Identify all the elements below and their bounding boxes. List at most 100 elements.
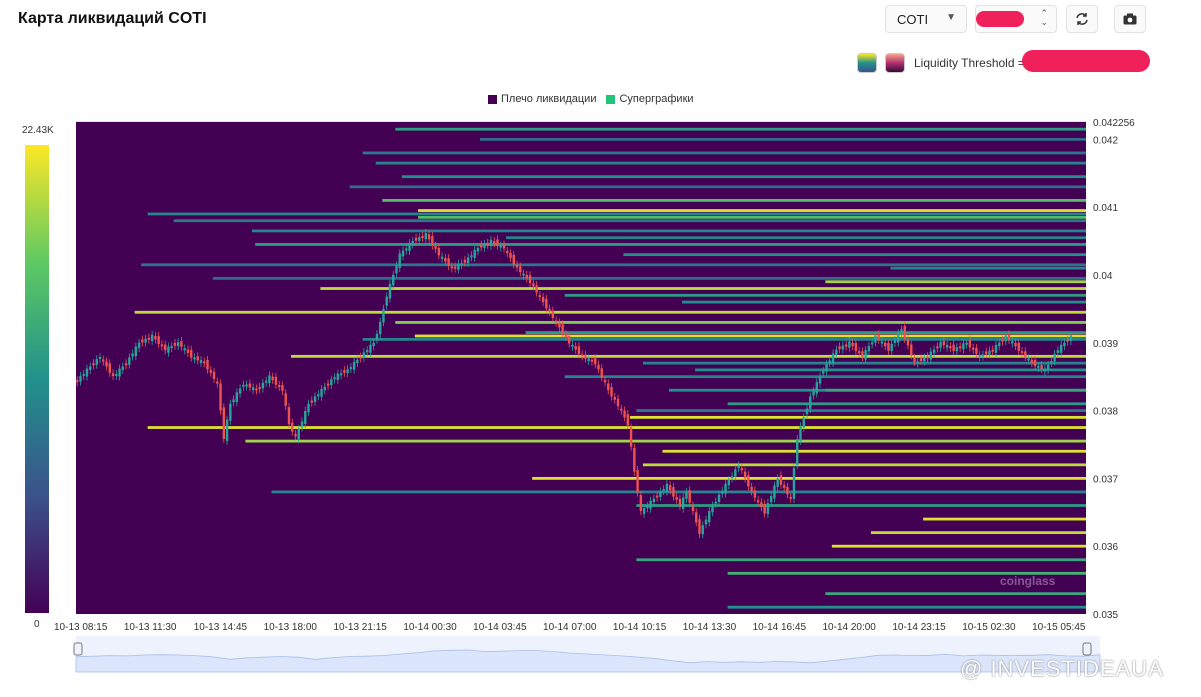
candle[interactable] — [910, 344, 913, 356]
candle[interactable] — [532, 283, 535, 287]
candle[interactable] — [470, 255, 473, 258]
candle[interactable] — [831, 353, 835, 363]
candle[interactable] — [418, 237, 421, 241]
liquidation-level-bar[interactable] — [564, 293, 1086, 297]
candle[interactable] — [1066, 339, 1069, 342]
candle[interactable] — [460, 263, 463, 266]
candle[interactable] — [118, 368, 121, 377]
candle[interactable] — [691, 505, 695, 512]
liquidation-level-bar[interactable] — [506, 236, 1086, 240]
candle[interactable] — [515, 264, 519, 268]
candle[interactable] — [952, 344, 955, 351]
candle[interactable] — [985, 351, 988, 355]
liquidation-level-bar[interactable] — [642, 463, 1086, 467]
candle[interactable] — [281, 385, 284, 391]
liquidation-level-bar[interactable] — [825, 592, 1086, 596]
candle[interactable] — [659, 491, 662, 497]
candle[interactable] — [1017, 342, 1020, 351]
candle[interactable] — [597, 364, 600, 370]
candle[interactable] — [701, 525, 704, 535]
candle[interactable] — [848, 341, 851, 348]
candle[interactable] — [1011, 341, 1014, 344]
candle[interactable] — [828, 360, 832, 364]
candle[interactable] — [851, 342, 854, 347]
candle[interactable] — [398, 253, 401, 268]
candle[interactable] — [352, 361, 356, 370]
liquidation-level-bar[interactable] — [525, 331, 1086, 335]
candle[interactable] — [688, 490, 691, 503]
candle[interactable] — [369, 344, 372, 353]
candle[interactable] — [268, 375, 271, 384]
candle[interactable] — [567, 336, 571, 344]
candle[interactable] — [232, 399, 235, 403]
candle[interactable] — [343, 370, 346, 373]
candle[interactable] — [525, 274, 529, 279]
candle[interactable] — [1046, 364, 1050, 370]
candle[interactable] — [939, 342, 942, 348]
liquidation-level-bar[interactable] — [414, 334, 1086, 338]
candle[interactable] — [437, 247, 441, 256]
candle[interactable] — [304, 410, 307, 424]
candle[interactable] — [541, 297, 545, 303]
candle[interactable] — [294, 434, 297, 437]
candle[interactable] — [333, 377, 336, 380]
candle[interactable] — [519, 266, 522, 273]
candle[interactable] — [900, 329, 903, 335]
candle[interactable] — [786, 486, 789, 495]
liquidation-level-bar[interactable] — [251, 229, 1086, 233]
candle[interactable] — [489, 239, 493, 246]
candle[interactable] — [196, 356, 199, 361]
candle[interactable] — [874, 335, 877, 343]
candle[interactable] — [1043, 368, 1047, 372]
candle[interactable] — [434, 246, 437, 249]
candle[interactable] — [721, 490, 724, 494]
candle[interactable] — [424, 233, 428, 240]
candle[interactable] — [633, 447, 636, 472]
candle[interactable] — [261, 382, 265, 389]
candle[interactable] — [330, 379, 333, 386]
candle[interactable] — [776, 478, 779, 487]
candle[interactable] — [626, 414, 630, 426]
candle[interactable] — [994, 344, 998, 353]
candle[interactable] — [1050, 361, 1053, 364]
candle[interactable] — [919, 358, 923, 362]
candle[interactable] — [219, 383, 222, 411]
candle[interactable] — [620, 408, 623, 411]
candle[interactable] — [815, 382, 818, 394]
candle[interactable] — [300, 421, 304, 428]
candle[interactable] — [802, 417, 805, 428]
liquidation-level-bar[interactable] — [245, 439, 1086, 443]
candle[interactable] — [444, 258, 447, 262]
candle[interactable] — [92, 363, 95, 366]
candle[interactable] — [740, 468, 744, 471]
candle[interactable] — [662, 489, 665, 492]
candle[interactable] — [365, 350, 369, 353]
candle[interactable] — [971, 347, 975, 350]
liquidation-level-bar[interactable] — [147, 212, 1086, 216]
candle[interactable] — [248, 383, 252, 388]
candle[interactable] — [945, 344, 949, 348]
candle[interactable] — [264, 380, 268, 383]
timeframe-input[interactable]: ⌃ ⌄ — [975, 5, 1057, 33]
candle[interactable] — [447, 258, 450, 267]
liquidation-level-bar[interactable] — [695, 368, 1086, 372]
candle[interactable] — [880, 341, 884, 344]
candle[interactable] — [255, 388, 258, 391]
candle[interactable] — [346, 369, 349, 374]
candle[interactable] — [131, 353, 134, 357]
liquidation-level-bar[interactable] — [134, 310, 1087, 314]
candle[interactable] — [349, 367, 353, 370]
candle[interactable] — [822, 371, 825, 374]
candle[interactable] — [190, 349, 193, 358]
candle[interactable] — [668, 485, 672, 491]
candle[interactable] — [978, 355, 981, 358]
liquidation-level-bar[interactable] — [480, 137, 1086, 141]
candle[interactable] — [698, 519, 701, 534]
candle[interactable] — [1024, 351, 1027, 357]
candle[interactable] — [616, 398, 620, 407]
candle[interactable] — [450, 266, 454, 269]
candle[interactable] — [998, 342, 1001, 347]
candle[interactable] — [323, 386, 327, 391]
candle[interactable] — [160, 344, 164, 347]
liquidation-level-bar[interactable] — [418, 209, 1086, 212]
